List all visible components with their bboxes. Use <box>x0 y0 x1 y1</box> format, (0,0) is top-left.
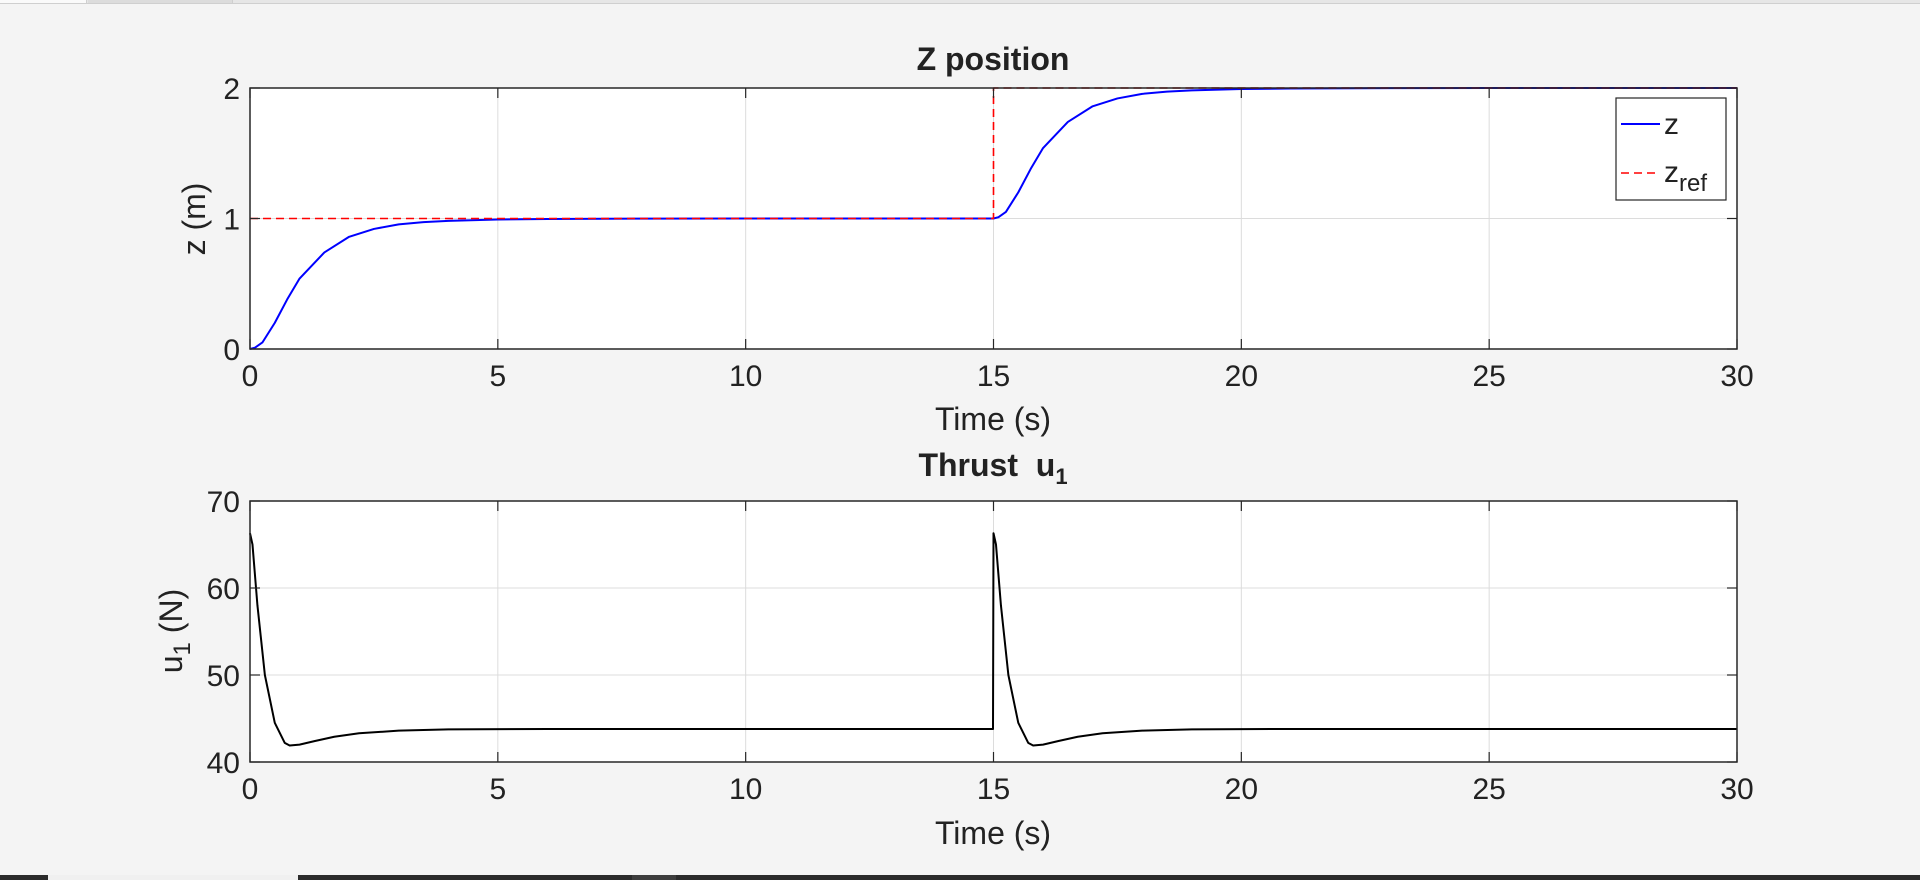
z-position-plot: 0 5 10 15 20 25 30 0 1 2 Z position Time (s) z (m… <box>176 41 1754 437</box>
x-tick-label: 20 <box>1225 773 1258 806</box>
plot2-y-axis-label: u1 (N) <box>153 589 196 673</box>
taskbar-strip <box>0 875 1920 880</box>
plot1-legend: z zref <box>1615 97 1727 201</box>
y-tick-label: 70 <box>207 486 240 519</box>
plot2-x-axis-label: Time (s) <box>935 815 1051 851</box>
taskbar-item[interactable] <box>632 875 676 880</box>
legend-entry-zref-sub: ref <box>1679 170 1707 197</box>
plot2-ticks: 0 5 10 15 20 25 30 40 50 60 70 <box>207 486 1754 806</box>
x-tick-label: 25 <box>1472 360 1505 393</box>
legend-box <box>1615 97 1727 201</box>
legend-entry-zref-label: z <box>1664 156 1679 189</box>
x-tick-label: 25 <box>1472 773 1505 806</box>
y-tick-label: 2 <box>223 73 240 106</box>
window-top-bar <box>0 0 1920 4</box>
plot1-series <box>249 87 1737 350</box>
legend-entry-z: z <box>1664 108 1679 141</box>
series-line-z-ref <box>250 87 1737 220</box>
plot2-title-sub: 1 <box>1055 464 1067 489</box>
plot2-series <box>249 532 1737 747</box>
window-tab[interactable] <box>0 0 87 3</box>
x-tick-label: 0 <box>242 773 259 806</box>
x-tick-label: 5 <box>489 773 506 806</box>
x-tick-label: 10 <box>729 773 762 806</box>
series-line-u1 <box>249 532 1737 747</box>
x-tick-label: 20 <box>1225 360 1258 393</box>
plot1-x-axis-label: Time (s) <box>935 401 1051 437</box>
plot1-title: Z position <box>917 41 1070 77</box>
y-tick-label: 0 <box>223 334 240 367</box>
window-tab[interactable] <box>88 0 233 3</box>
plot2-title-text: Thrust u <box>918 447 1055 483</box>
x-tick-label: 0 <box>242 360 259 393</box>
x-tick-label: 15 <box>977 773 1010 806</box>
x-tick-label: 30 <box>1720 773 1753 806</box>
x-tick-label: 30 <box>1720 360 1753 393</box>
plot1-ticks: 0 5 10 15 20 25 30 0 1 2 <box>223 73 1753 393</box>
plot2-y-label-text: u <box>153 655 189 673</box>
y-tick-label: 50 <box>207 660 240 693</box>
y-tick-label: 40 <box>207 747 240 780</box>
taskbar-item[interactable] <box>48 875 298 880</box>
plot2-y-label-unit: (N) <box>153 589 189 642</box>
x-tick-label: 5 <box>489 360 506 393</box>
x-tick-label: 10 <box>729 360 762 393</box>
plot2-y-label-sub: 1 <box>169 642 196 655</box>
plot2-title: Thrust u1 <box>918 447 1067 489</box>
y-tick-label: 1 <box>223 204 240 237</box>
x-tick-label: 15 <box>977 360 1010 393</box>
y-tick-label: 60 <box>207 573 240 606</box>
plot1-y-axis-label: z (m) <box>176 183 212 256</box>
legend-entry-zref: zref <box>1664 156 1707 197</box>
